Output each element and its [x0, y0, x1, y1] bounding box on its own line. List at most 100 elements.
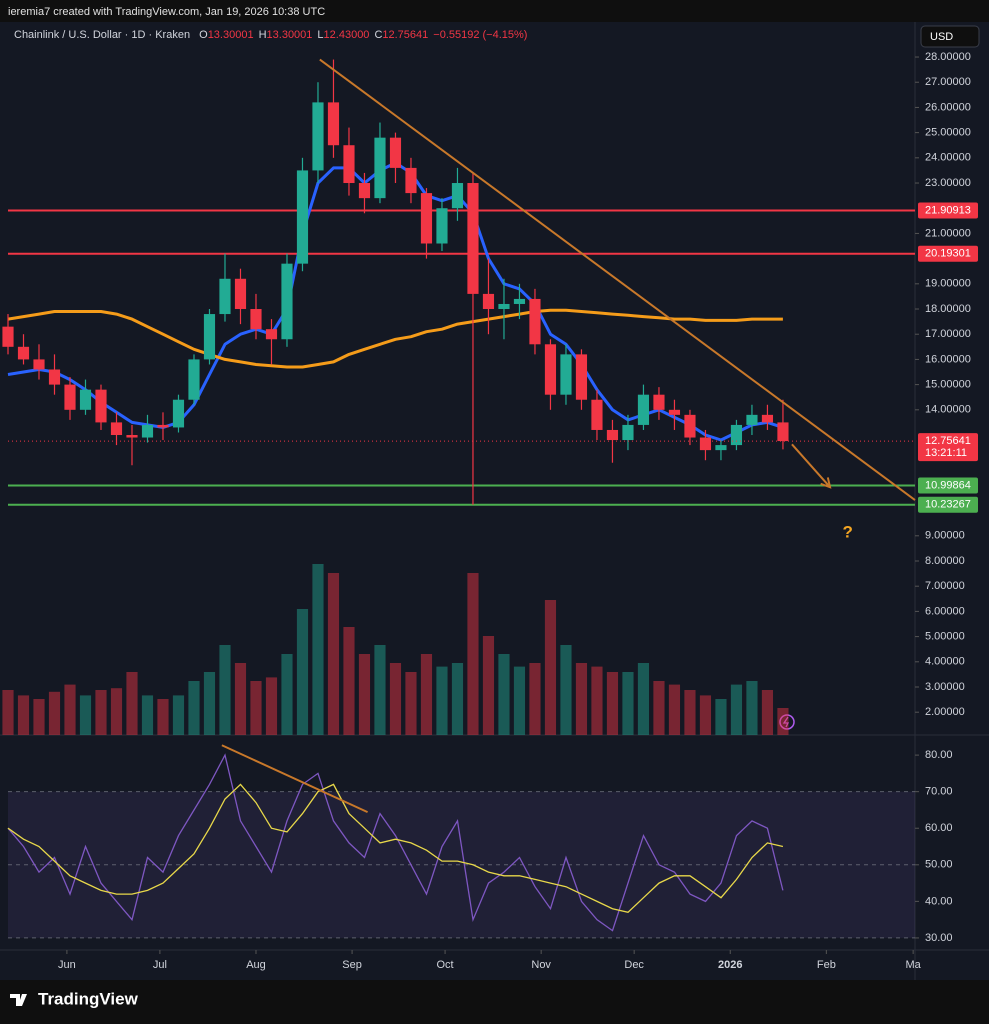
x-tick-label: Dec — [624, 959, 644, 971]
y-tick-label: 5.00000 — [925, 631, 965, 643]
currency-label[interactable]: USD — [930, 31, 953, 43]
candle-body — [374, 137, 386, 199]
candle-body — [451, 183, 464, 209]
footer-logo: TradingView — [10, 989, 139, 1008]
volume-bar — [203, 672, 216, 735]
level-label: 21.90913 — [925, 204, 971, 216]
volume-bar — [622, 672, 634, 735]
volume-bar — [234, 663, 247, 735]
volume-bar — [420, 654, 433, 735]
y-tick-label: 15.00000 — [925, 379, 971, 391]
candle-body — [560, 354, 572, 395]
volume-bar — [110, 688, 123, 735]
candle-body — [203, 314, 216, 360]
volume-bar — [544, 600, 557, 735]
moving-average — [7, 308, 783, 369]
candle-body — [157, 424, 169, 428]
volume-bar — [188, 681, 200, 735]
event-icon[interactable] — [779, 714, 795, 730]
currency-button[interactable] — [920, 25, 980, 48]
volume-bar — [48, 691, 61, 735]
candle-body — [529, 298, 541, 345]
x-tick-label: Sep — [342, 959, 362, 971]
volume-bar — [699, 695, 712, 735]
y-tick-label: 23.00000 — [925, 177, 971, 189]
y-tick-label: 17.00000 — [925, 328, 971, 340]
ohlc-key: O — [199, 29, 208, 41]
y-tick-label: 70.00 — [925, 786, 953, 798]
volume-bar — [436, 666, 448, 735]
volume-bar — [172, 695, 185, 735]
candle-body — [777, 422, 789, 442]
x-tick-label: Jun — [58, 959, 76, 971]
candle-body — [746, 414, 758, 425]
volume-bar — [746, 681, 758, 735]
volume-bar — [684, 690, 696, 735]
top-bar-text: ieremia7 created with TradingView.com, J… — [8, 6, 325, 18]
candle-body — [64, 384, 76, 410]
volume-bar — [668, 684, 681, 735]
volume-bar — [2, 690, 14, 735]
y-tick-label: 3.00000 — [925, 681, 965, 693]
last-price-bg — [918, 433, 978, 462]
volume-bar — [606, 672, 619, 735]
candle-body — [467, 183, 479, 294]
candle-body — [405, 167, 417, 194]
y-tick-label: 19.00000 — [925, 278, 971, 290]
volume-bar — [219, 645, 231, 735]
candle-body — [436, 208, 448, 244]
volume-bar — [141, 695, 154, 735]
volume-bar — [296, 609, 309, 735]
candle-body — [544, 344, 557, 395]
volume-bar — [405, 672, 417, 735]
candle-body — [281, 263, 293, 340]
annotation-arrow — [791, 443, 831, 488]
volume-bar — [467, 573, 479, 735]
volume-bar — [79, 695, 92, 735]
level-label-bg — [918, 477, 978, 494]
chart-area — [0, 22, 989, 980]
candle-body — [513, 298, 526, 304]
y-tick-label: 40.00 — [925, 895, 953, 907]
y-tick-label: 80.00 — [925, 749, 953, 761]
ohlc-key: L — [317, 29, 323, 41]
candle-body — [48, 369, 61, 385]
ohlc-value: 12.43000 — [324, 29, 370, 41]
candle-body — [591, 399, 603, 430]
candle-body — [2, 326, 14, 347]
countdown-label: 13:21:11 — [925, 447, 967, 459]
candle-body — [172, 399, 185, 428]
candle-body — [389, 137, 402, 168]
candle-body — [312, 102, 324, 171]
volume-bar — [730, 684, 743, 735]
candle-body — [343, 145, 355, 184]
y-tick-label: 6.00000 — [925, 605, 965, 617]
x-tick-label: Jul — [153, 959, 167, 971]
candle-body — [126, 435, 138, 438]
y-tick-label: 30.00 — [925, 932, 953, 944]
candle-body — [250, 309, 262, 330]
volume-bar — [637, 663, 650, 735]
ohlc-key: C — [374, 29, 382, 41]
level-label-bg — [918, 202, 978, 219]
y-tick-label: 25.00000 — [925, 127, 971, 139]
candle-body — [684, 414, 696, 438]
candle-body — [622, 424, 634, 441]
y-tick-label: 4.00000 — [925, 656, 965, 668]
volume-bar — [451, 663, 464, 735]
chart-legend: Chainlink / U.S. Dollar · 1D · Kraken O1… — [14, 29, 527, 41]
candle-body — [79, 389, 92, 410]
volume-bar — [327, 573, 340, 735]
rsi-line — [7, 783, 784, 914]
y-tick-label: 26.00000 — [925, 101, 971, 113]
y-tick-label: 14.00000 — [925, 404, 971, 416]
volume-bar — [591, 666, 603, 735]
volume-bar — [560, 645, 572, 735]
candle-body — [420, 193, 433, 244]
candle-body — [17, 346, 30, 360]
ohlc-value: 13.30001 — [267, 29, 313, 41]
y-tick-label: 27.00000 — [925, 76, 971, 88]
candle-body — [234, 278, 247, 310]
volume-bar — [777, 708, 789, 735]
